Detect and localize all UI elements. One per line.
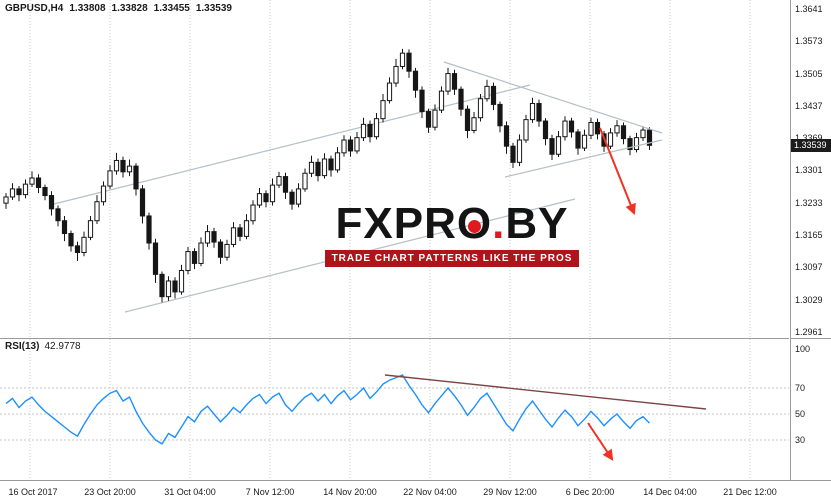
- open-value: 1.33808: [69, 3, 106, 14]
- time-axis-label: 23 Oct 20:00: [84, 487, 136, 497]
- price-axis-label: 1.3097: [795, 262, 823, 273]
- price-axis-label: 1.3233: [795, 197, 823, 208]
- price-axis[interactable]: 1.33539 1.3641 1.3573 1.3505 1.3437 1.3369 1.…: [790, 0, 831, 338]
- price-axis-label: 1.3029: [795, 294, 823, 305]
- close-value: 1.33539: [195, 3, 232, 14]
- price-axis-label: 1.3437: [795, 100, 823, 111]
- brand-tagline: TRADE CHART PATTERNS LIKE THE PROS: [324, 250, 580, 267]
- candlestick-series: [3, 48, 653, 303]
- rsi-current-value: 42.9778: [44, 341, 81, 352]
- price-chart-panel[interactable]: GBPUSD,H4 1.33808 1.33828 1.33455 1.3353…: [0, 0, 789, 337]
- rsi-chart[interactable]: [0, 339, 789, 481]
- rsi-forecast-arrow[interactable]: [587, 422, 614, 461]
- time-axis-label: 31 Oct 04:00: [164, 487, 216, 497]
- time-axis-label: 29 Nov 12:00: [483, 487, 537, 497]
- brand-logo: FXPRO.BY: [318, 202, 586, 246]
- candlestick-chart[interactable]: [0, 0, 789, 337]
- ascending-channel-upper-line[interactable]: [49, 84, 531, 206]
- time-axis-label: 7 Nov 12:00: [245, 487, 295, 497]
- rsi-axis-label: 30: [795, 435, 806, 445]
- time-axis-label: 6 Dec 20:00: [565, 487, 615, 497]
- price-axis-label: 1.3301: [795, 165, 823, 176]
- rsi-axis-label: 70: [795, 383, 806, 393]
- high-value: 1.33828: [111, 3, 148, 14]
- bearish-forecast-arrow[interactable]: [599, 127, 636, 216]
- time-axis-label: 16 Oct 2017: [8, 487, 58, 497]
- time-axis-label: 14 Nov 20:00: [323, 487, 377, 497]
- rsi-axis[interactable]: 100 70 50 30: [790, 338, 831, 481]
- symbol-period-label: GBPUSD,H4: [5, 3, 64, 14]
- pennant-upper-line[interactable]: [443, 61, 663, 134]
- current-price-value: 1.33539: [794, 139, 827, 150]
- rsi-panel[interactable]: RSI(13) 42.9778: [0, 338, 789, 481]
- price-axis-label: 1.3505: [795, 68, 823, 79]
- brand-o-red-dot: O: [456, 199, 493, 248]
- brand-text: FXPR: [335, 199, 457, 248]
- rsi-axis-label: 100: [795, 344, 811, 354]
- rsi-descending-trendline[interactable]: [384, 374, 707, 410]
- rsi-axis-label: 50: [795, 409, 806, 419]
- vertical-gridlines: [29, 339, 751, 481]
- price-axis-label: 1.3165: [795, 229, 823, 240]
- current-price-box: 1.33539: [791, 138, 831, 152]
- time-axis-label: 14 Dec 04:00: [643, 487, 697, 497]
- rsi-level-lines: [0, 387, 789, 441]
- time-axis-label: 21 Dec 12:00: [723, 487, 777, 497]
- brand-watermark: FXPRO.BY TRADE CHART PATTERNS LIKE THE P…: [318, 202, 586, 267]
- low-value: 1.33455: [153, 3, 190, 14]
- brand-suffix: BY: [505, 199, 569, 248]
- price-axis-label: 1.3573: [795, 36, 823, 47]
- price-axis-label: 1.3641: [795, 4, 823, 15]
- pennant-lower-line[interactable]: [504, 139, 663, 178]
- time-axis[interactable]: 16 Oct 2017 23 Oct 20:00 31 Oct 04:00 7 Nov…: [0, 480, 831, 504]
- rsi-indicator-label: RSI(13): [5, 341, 40, 352]
- time-axis-label: 22 Nov 04:00: [403, 487, 457, 497]
- ohlc-header: GBPUSD,H4 1.33808 1.33828 1.33455 1.3353…: [5, 3, 232, 14]
- rsi-line: [5, 374, 650, 445]
- rsi-header: RSI(13) 42.9778: [5, 341, 81, 352]
- price-axis-label: 1.2961: [795, 326, 823, 337]
- price-axis-label: 1.3369: [795, 133, 823, 143]
- brand-dot: .: [492, 199, 506, 248]
